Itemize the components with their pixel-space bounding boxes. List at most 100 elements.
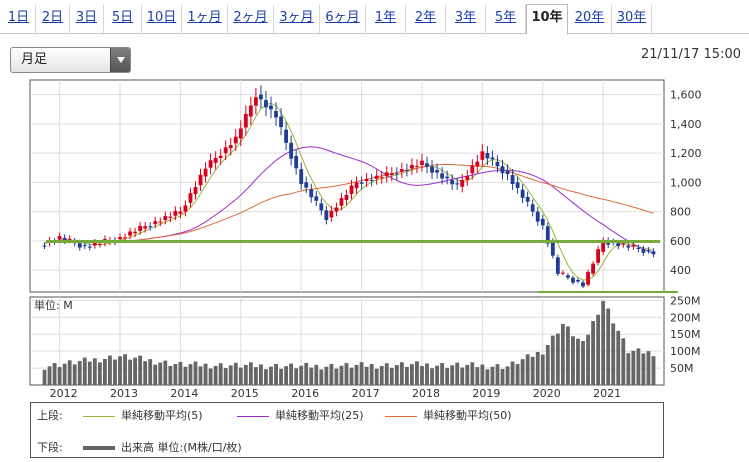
candle-body — [651, 251, 656, 255]
candle-body — [42, 245, 47, 247]
volume-bar — [399, 362, 404, 385]
volume-bar — [409, 364, 414, 385]
tab-13[interactable]: 10年 — [526, 4, 568, 35]
tab-9[interactable]: 1年 — [366, 5, 406, 33]
volume-bar — [228, 365, 233, 385]
candle-body — [359, 182, 364, 184]
volume-bar — [309, 367, 314, 385]
candle-body — [269, 105, 273, 110]
chart-timestamp: 21/11/17 15:00 — [641, 47, 741, 62]
price-tick-label: 1,000 — [670, 176, 702, 189]
volume-bar — [118, 356, 122, 385]
candle-body — [128, 231, 132, 236]
candle-body — [591, 263, 596, 274]
x-tick-label: 2013 — [110, 387, 138, 400]
tab-5[interactable]: 1ヶ月 — [182, 5, 228, 33]
volume-bar — [394, 365, 399, 385]
tab-10[interactable]: 2年 — [406, 5, 446, 33]
candle-body — [148, 226, 153, 228]
tab-7[interactable]: 3ヶ月 — [274, 5, 320, 33]
tab-3[interactable]: 5日 — [104, 5, 142, 33]
tab-15[interactable]: 30年 — [612, 5, 652, 33]
candle-body — [82, 244, 87, 246]
tab-11[interactable]: 3年 — [446, 5, 486, 33]
volume-bar — [445, 367, 450, 385]
tab-14[interactable]: 20年 — [568, 5, 612, 33]
volume-bar — [248, 362, 253, 385]
volume-bar — [264, 369, 268, 385]
volume-bar — [269, 366, 273, 385]
candle-body — [193, 187, 198, 195]
candle-body — [409, 164, 414, 169]
tab-4[interactable]: 10日 — [142, 5, 182, 33]
candle-body — [510, 175, 515, 185]
candle-body — [646, 250, 651, 252]
candle-body — [163, 216, 168, 220]
volume-bar — [329, 363, 334, 385]
candle-body — [500, 166, 505, 174]
tab-12[interactable]: 5年 — [486, 5, 526, 33]
x-tick-label: 2016 — [291, 387, 319, 400]
chevron-down-icon — [110, 48, 130, 72]
candle-body — [218, 155, 223, 158]
legend-volume: 出来高 単位:(M株/口/枚) — [75, 439, 242, 455]
tab-0[interactable]: 1日 — [2, 5, 36, 33]
volume-bar — [364, 366, 369, 385]
volume-bar — [289, 363, 294, 385]
candle-body — [62, 237, 67, 241]
volume-bar — [631, 350, 636, 385]
candle-body — [223, 147, 228, 154]
candle-body — [314, 196, 319, 201]
volume-bar — [465, 364, 470, 385]
volume-bar — [596, 314, 601, 385]
candle-period-select[interactable]: 月足 — [10, 47, 131, 73]
candle-body — [601, 240, 606, 252]
candle-body — [329, 210, 334, 218]
volume-bar — [611, 323, 616, 385]
candle-body — [394, 173, 399, 175]
volume-bar — [148, 359, 153, 385]
candle-body — [616, 243, 621, 247]
volume-bar — [113, 359, 117, 385]
candle-body — [77, 243, 82, 248]
candle-body — [87, 246, 92, 248]
candle-body — [97, 243, 102, 245]
volume-bar — [339, 365, 344, 385]
volume-bar — [369, 364, 374, 385]
volume-bar — [62, 363, 67, 385]
volume-bar — [560, 324, 565, 385]
candle-body — [198, 174, 203, 186]
volume-bar — [188, 364, 193, 385]
volume-bar — [470, 362, 475, 385]
candle-body — [299, 169, 304, 185]
price-panel — [29, 79, 665, 293]
volume-bar — [87, 361, 92, 385]
tab-1[interactable]: 2日 — [36, 5, 70, 33]
candle-body — [455, 183, 460, 185]
volume-bar — [520, 359, 525, 385]
volume-bar — [102, 358, 107, 385]
candle-body — [641, 249, 646, 253]
candle-body — [203, 168, 208, 177]
legend-ma25-label: 単純移動平均(25) — [275, 409, 364, 422]
candle-body — [349, 185, 354, 195]
volume-bar — [208, 368, 213, 385]
tab-6[interactable]: 2ヶ月 — [228, 5, 274, 33]
volume-bar — [510, 361, 515, 385]
ma5-swatch-icon — [83, 415, 115, 417]
candle-body — [238, 128, 243, 139]
volume-bar — [123, 354, 127, 385]
candle-body — [596, 249, 601, 263]
volume-bar — [581, 341, 585, 385]
candle-body — [354, 182, 359, 189]
candle-body — [143, 226, 148, 229]
volume-bar — [646, 351, 651, 385]
tab-2[interactable]: 3日 — [70, 5, 104, 33]
candle-body — [334, 207, 339, 212]
volume-bar — [173, 363, 178, 385]
tab-8[interactable]: 6ヶ月 — [320, 5, 366, 33]
candle-body — [173, 211, 178, 216]
candle-body — [420, 160, 424, 166]
candle-body — [264, 100, 268, 108]
volume-bar — [77, 360, 82, 385]
